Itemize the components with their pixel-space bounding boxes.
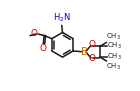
Text: O: O — [88, 40, 95, 49]
Text: $\mathdefault{CH_3}$: $\mathdefault{CH_3}$ — [107, 41, 122, 51]
Text: B: B — [81, 47, 88, 57]
Text: $\mathdefault{H_2N}$: $\mathdefault{H_2N}$ — [53, 12, 71, 24]
Text: $\mathdefault{CH_3}$: $\mathdefault{CH_3}$ — [106, 62, 121, 72]
Text: O: O — [88, 54, 95, 63]
Text: $\mathdefault{CH_3}$: $\mathdefault{CH_3}$ — [106, 31, 121, 42]
Text: O: O — [40, 44, 47, 53]
Text: O: O — [30, 29, 37, 38]
Text: $\mathdefault{CH_3}$: $\mathdefault{CH_3}$ — [107, 52, 122, 62]
